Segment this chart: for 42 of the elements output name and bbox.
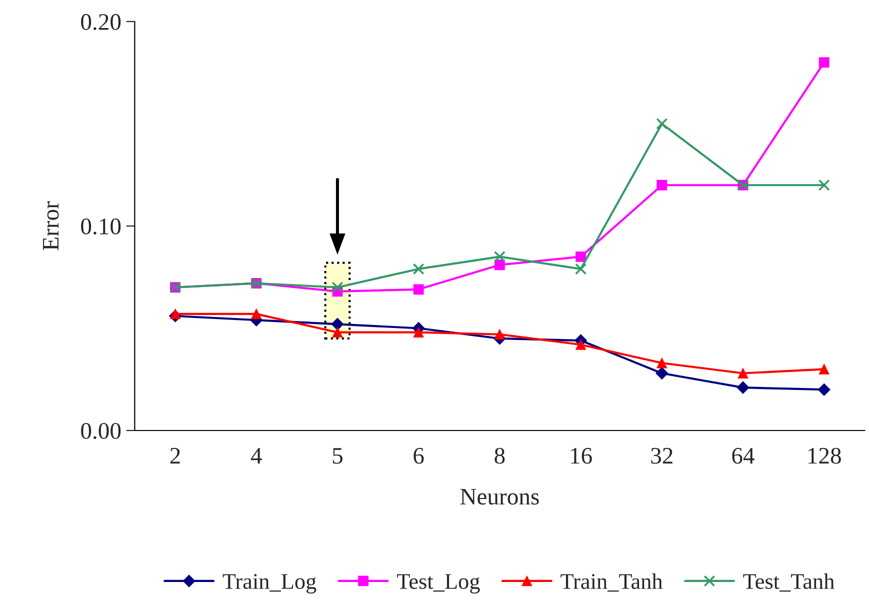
point xyxy=(494,260,505,270)
legend-label: Test_Log xyxy=(397,574,480,594)
point xyxy=(738,368,748,378)
x-tick-label: 16 xyxy=(571,448,592,464)
x-axis-title: Neurons xyxy=(460,488,539,505)
point xyxy=(575,263,587,275)
point xyxy=(736,381,750,394)
point xyxy=(332,282,344,294)
y-tick-label: 0.20 xyxy=(81,14,121,30)
x-tick-label: 2 xyxy=(170,448,180,464)
legend-label: Test_Tanh xyxy=(743,573,834,592)
legend-label: Train_Log xyxy=(222,574,316,594)
point xyxy=(656,367,668,380)
point xyxy=(818,383,830,396)
x-tick-label: 4 xyxy=(250,448,262,464)
point xyxy=(412,263,424,275)
point xyxy=(656,358,668,368)
point xyxy=(576,251,586,262)
x-tick-label: 32 xyxy=(651,448,672,464)
y-axis-title: Error xyxy=(43,201,59,250)
x-tick-label: 8 xyxy=(494,448,505,464)
point xyxy=(413,327,424,338)
point xyxy=(818,179,830,191)
x-tick-label: 6 xyxy=(414,448,424,464)
point xyxy=(251,308,262,320)
x-tick-label: 64 xyxy=(732,448,754,464)
point xyxy=(576,339,586,350)
legend-label: Train_Tanh xyxy=(560,573,663,592)
x-tick-label: 5 xyxy=(332,448,342,464)
point xyxy=(818,364,830,374)
point xyxy=(170,308,180,320)
point xyxy=(818,57,830,68)
point xyxy=(656,118,668,130)
point xyxy=(494,329,505,340)
point xyxy=(332,327,343,338)
point xyxy=(413,284,424,295)
point xyxy=(656,180,668,190)
point xyxy=(494,250,506,262)
y-tick-label: 0.00 xyxy=(81,422,121,440)
point xyxy=(331,318,344,330)
y-tick-label: 0.10 xyxy=(81,218,121,235)
x-tick-label: 128 xyxy=(808,448,841,464)
